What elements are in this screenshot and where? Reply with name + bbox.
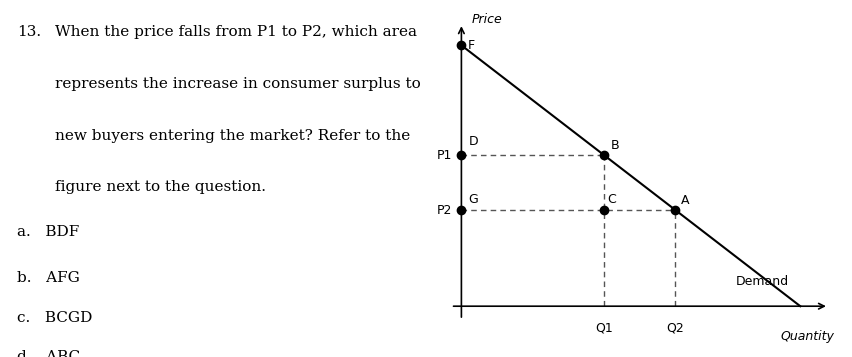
Text: d.   ABC: d. ABC bbox=[17, 350, 80, 357]
Text: a.   BDF: a. BDF bbox=[17, 225, 79, 239]
Text: Price: Price bbox=[471, 13, 503, 26]
Text: Quantity: Quantity bbox=[780, 330, 833, 342]
Text: F: F bbox=[467, 39, 475, 52]
Text: B: B bbox=[611, 140, 619, 152]
Text: D: D bbox=[468, 135, 478, 148]
Text: G: G bbox=[468, 193, 478, 206]
Text: new buyers entering the market? Refer to the: new buyers entering the market? Refer to… bbox=[55, 129, 410, 142]
Text: A: A bbox=[680, 194, 688, 207]
Text: c.   BCGD: c. BCGD bbox=[17, 311, 92, 325]
Text: Q1: Q1 bbox=[595, 321, 613, 334]
Text: represents the increase in consumer surplus to: represents the increase in consumer surp… bbox=[55, 77, 421, 91]
Text: When the price falls from P1 to P2, which area: When the price falls from P1 to P2, whic… bbox=[55, 25, 417, 39]
Text: P1: P1 bbox=[436, 149, 452, 162]
Text: Demand: Demand bbox=[735, 275, 788, 288]
Text: b.   AFG: b. AFG bbox=[17, 271, 80, 285]
Text: figure next to the question.: figure next to the question. bbox=[55, 180, 266, 194]
Text: 13.: 13. bbox=[17, 25, 41, 39]
Text: P2: P2 bbox=[436, 203, 452, 217]
Text: C: C bbox=[607, 193, 616, 206]
Text: Q2: Q2 bbox=[665, 321, 683, 334]
